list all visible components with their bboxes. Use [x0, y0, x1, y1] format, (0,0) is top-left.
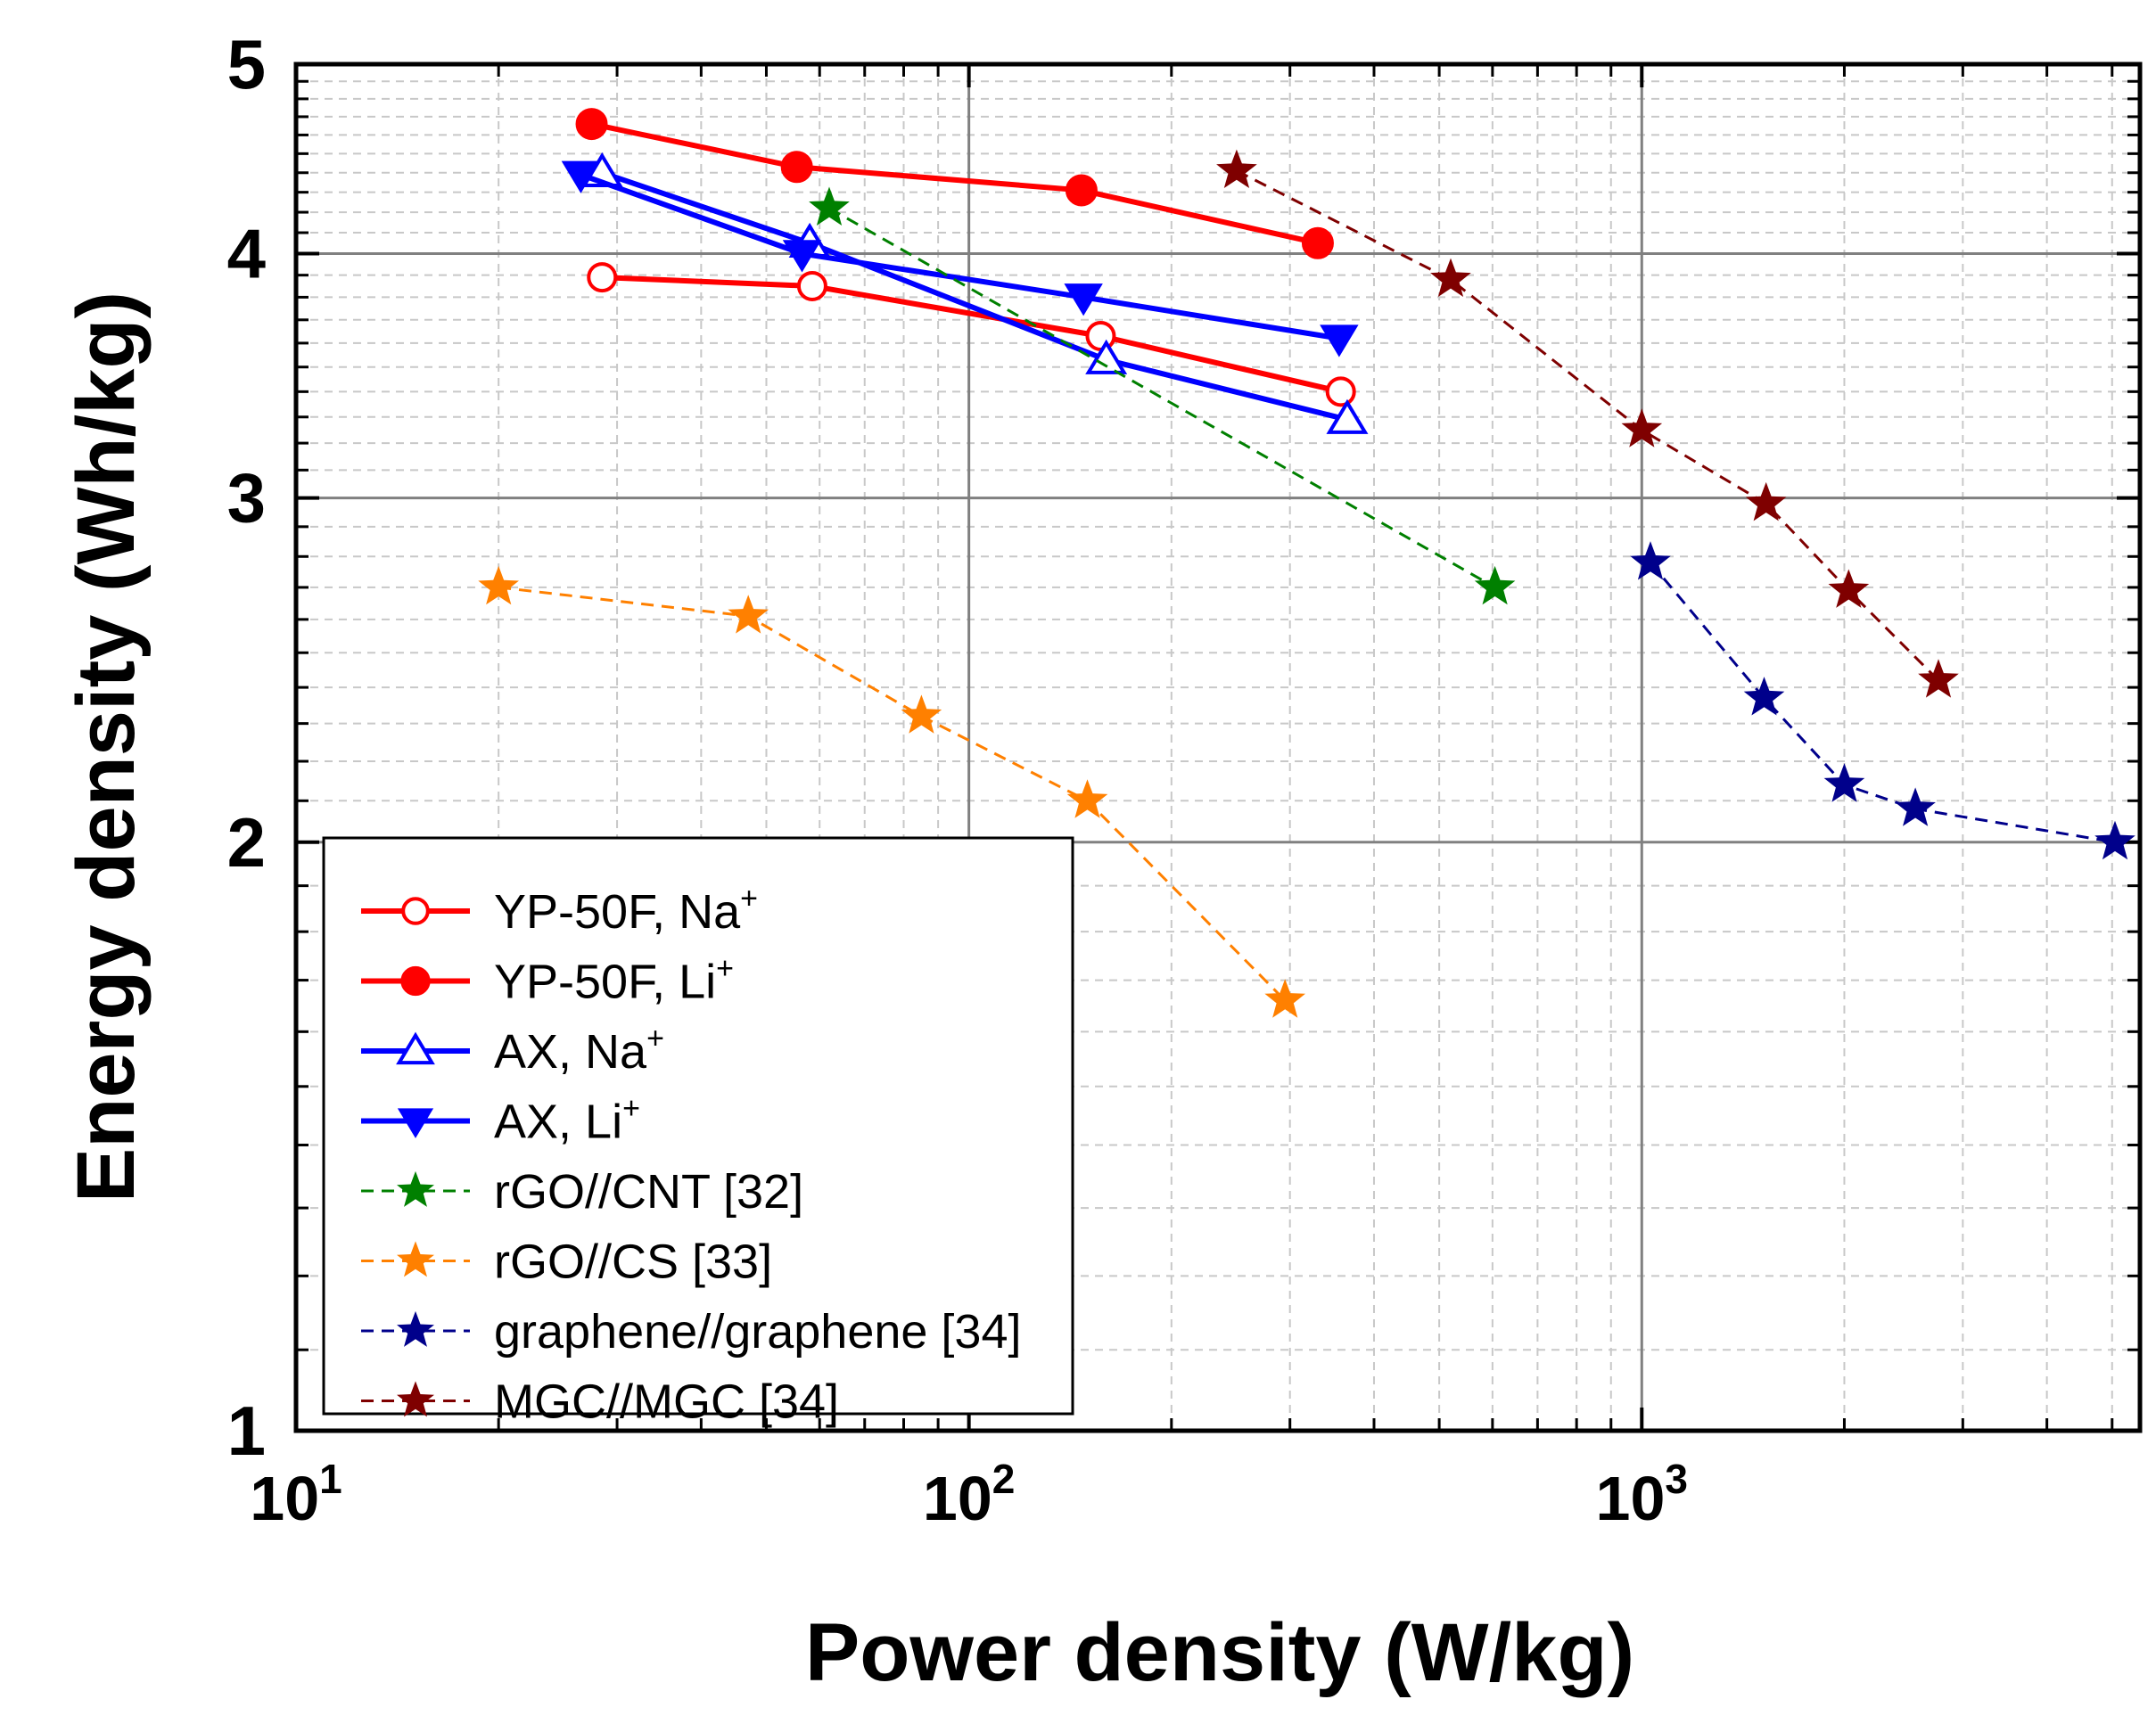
legend-item: YP-50F, Li+ — [361, 952, 734, 1009]
legend-label: AX, Li+ — [494, 1092, 640, 1149]
legend-layer: YP-50F, Na+ YP-50F, Li+ AX, Na+ AX, Li+ rGO/… — [322, 836, 1074, 1429]
legend-label: AX, Na+ — [494, 1022, 664, 1079]
data-point — [2094, 820, 2135, 860]
series-line — [828, 207, 1496, 589]
legend-marker — [397, 1108, 434, 1138]
data-point — [780, 151, 813, 184]
legend-item: rGO//CS [33] — [361, 1236, 772, 1289]
legend-label: YP-50F, Na+ — [494, 882, 758, 939]
data-point — [1066, 779, 1108, 818]
axes-layer: 101 102 103 1 2 3 4 5 Power density (W/kg) Energy… — [61, 25, 2143, 1698]
series-line — [590, 121, 1319, 246]
legend-marker — [396, 1031, 435, 1065]
y-tick-label: 3 — [227, 459, 266, 538]
data-point — [1621, 408, 1663, 447]
x-axis-title: Power density (W/kg) — [805, 1607, 1634, 1698]
data-point — [1325, 376, 1356, 407]
series-line — [601, 169, 1348, 423]
data-point — [1085, 320, 1116, 351]
legend-item: YP-50F, Na+ — [361, 882, 758, 939]
series-6 — [1630, 541, 2135, 860]
data-point — [1430, 258, 1471, 297]
data-point — [1823, 763, 1865, 802]
data-point — [1828, 569, 1870, 608]
legend-item: AX, Li+ — [361, 1092, 640, 1149]
data-point — [1630, 541, 1671, 580]
series-line — [602, 275, 1342, 395]
legend-label: rGO//CNT [32] — [494, 1165, 803, 1219]
data-point — [1085, 339, 1128, 374]
data-point — [1745, 481, 1787, 521]
series-line — [580, 172, 1340, 341]
legend-marker — [397, 1310, 434, 1347]
series-line — [1236, 169, 1940, 682]
data-point — [809, 186, 850, 226]
x-tick-label: 102 — [923, 1456, 1015, 1533]
legend-label: graphene//graphene [34] — [494, 1305, 1022, 1359]
series-7 — [1216, 149, 1959, 698]
data-point — [1216, 149, 1257, 188]
data-point — [1743, 677, 1785, 716]
x-tick-label: 101 — [250, 1456, 342, 1533]
y-tick-label: 2 — [227, 803, 266, 882]
data-point — [575, 108, 608, 141]
data-point — [1264, 979, 1305, 1018]
data-point — [796, 270, 827, 301]
series-1 — [575, 108, 1334, 259]
series-5 — [478, 565, 1305, 1018]
legend-marker — [400, 965, 431, 997]
data-point — [1895, 787, 1936, 826]
data-point — [561, 160, 601, 193]
y-tick-label: 1 — [227, 1392, 266, 1470]
legend-item: MGC//MGC [34] — [361, 1375, 839, 1429]
series-3 — [561, 160, 1359, 357]
series-0 — [587, 262, 1356, 407]
data-point — [1326, 398, 1369, 434]
series-layer — [478, 108, 2135, 1018]
data-point — [1474, 565, 1516, 605]
y-tick-label: 4 — [227, 215, 266, 293]
data-point — [1918, 659, 1959, 698]
legend-marker — [397, 1170, 434, 1207]
legend-label: YP-50F, Li+ — [494, 952, 734, 1009]
data-point — [1064, 283, 1103, 316]
x-tick-label: 103 — [1596, 1456, 1688, 1533]
legend-marker — [397, 1381, 434, 1417]
legend-label: rGO//CS [33] — [494, 1236, 772, 1289]
plot-frame — [293, 62, 2143, 1433]
y-tick-label: 5 — [227, 25, 266, 103]
legend-box — [322, 836, 1074, 1416]
legend-marker — [397, 1241, 434, 1277]
legend-item: rGO//CNT [32] — [361, 1165, 803, 1219]
legend: YP-50F, Na+ YP-50F, Li+ AX, Na+ AX, Li+ rGO/… — [322, 836, 1074, 1429]
data-point — [587, 262, 618, 293]
data-point — [782, 240, 822, 273]
data-point — [901, 694, 942, 734]
legend-item: AX, Na+ — [361, 1022, 664, 1079]
data-point — [1065, 174, 1098, 207]
legend-label: MGC//MGC [34] — [494, 1375, 839, 1429]
series-4 — [809, 186, 1516, 605]
data-point — [1320, 324, 1359, 357]
data-point — [478, 565, 519, 605]
legend-item: graphene//graphene [34] — [361, 1305, 1022, 1359]
y-axis-title: Energy density (Wh/kg) — [61, 291, 152, 1203]
legend-marker — [401, 897, 430, 925]
data-point — [1301, 226, 1334, 259]
data-point — [728, 595, 769, 634]
